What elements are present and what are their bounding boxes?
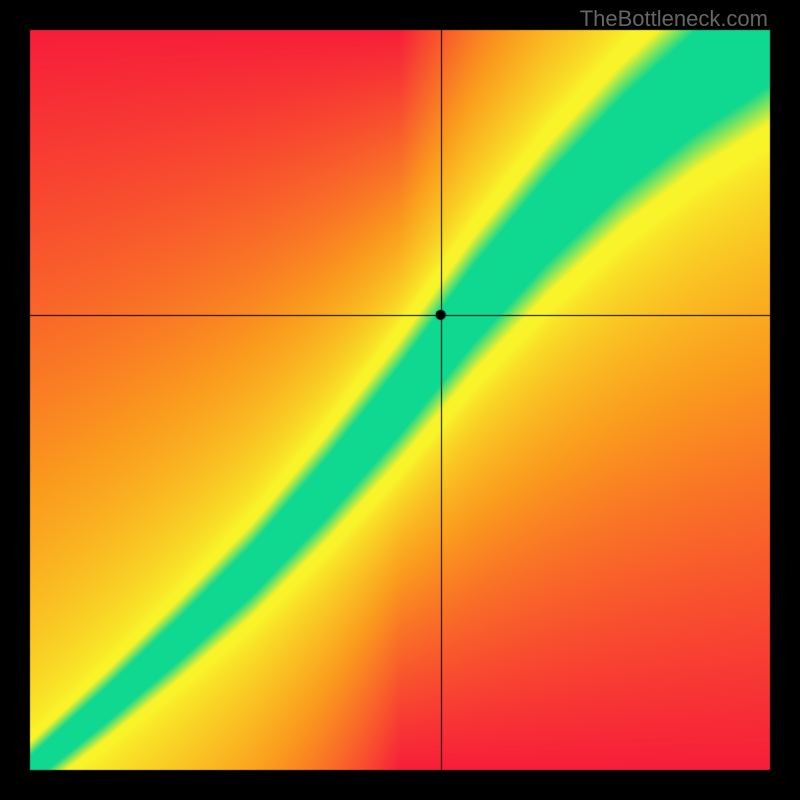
bottleneck-heatmap-canvas <box>0 0 800 800</box>
watermark-text: TheBottleneck.com <box>580 6 768 32</box>
chart-container: TheBottleneck.com <box>0 0 800 800</box>
